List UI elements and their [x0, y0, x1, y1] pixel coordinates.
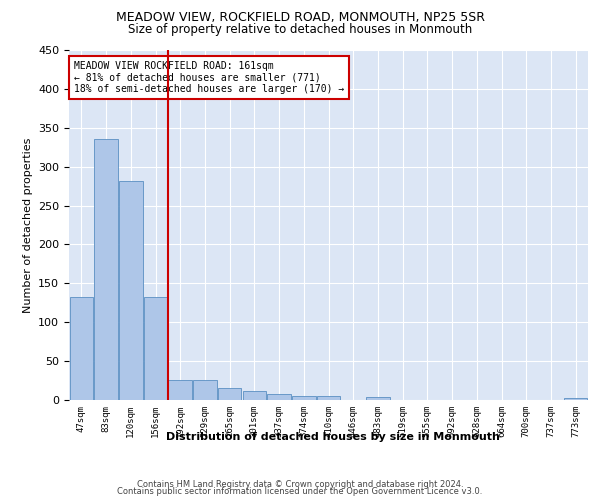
Bar	[218, 388, 241, 400]
Bar	[317, 396, 340, 400]
Text: Contains HM Land Registry data © Crown copyright and database right 2024.: Contains HM Land Registry data © Crown c…	[137, 480, 463, 489]
Text: MEADOW VIEW ROCKFIELD ROAD: 161sqm
← 81% of detached houses are smaller (771)
18: MEADOW VIEW ROCKFIELD ROAD: 161sqm ← 81%…	[74, 60, 344, 94]
Bar	[268, 394, 291, 400]
Bar	[292, 396, 316, 400]
Bar	[119, 182, 143, 400]
Text: Size of property relative to detached houses in Monmouth: Size of property relative to detached ho…	[128, 22, 472, 36]
Text: MEADOW VIEW, ROCKFIELD ROAD, MONMOUTH, NP25 5SR: MEADOW VIEW, ROCKFIELD ROAD, MONMOUTH, N…	[115, 11, 485, 24]
Text: Contains public sector information licensed under the Open Government Licence v3: Contains public sector information licen…	[118, 487, 482, 496]
Bar	[564, 398, 587, 400]
Y-axis label: Number of detached properties: Number of detached properties	[23, 138, 32, 312]
Bar	[94, 140, 118, 400]
Bar	[169, 380, 192, 400]
Bar	[242, 392, 266, 400]
Text: Distribution of detached houses by size in Monmouth: Distribution of detached houses by size …	[166, 432, 500, 442]
Bar	[144, 296, 167, 400]
Bar	[70, 296, 93, 400]
Bar	[193, 380, 217, 400]
Bar	[366, 397, 389, 400]
